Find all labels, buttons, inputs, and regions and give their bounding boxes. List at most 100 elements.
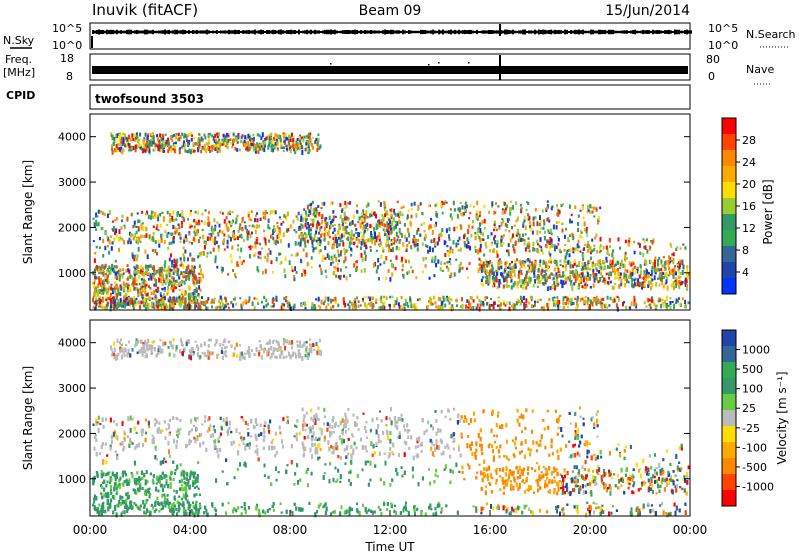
echo-cell (377, 200, 380, 203)
echo-cell (265, 303, 268, 308)
echo-cell (441, 305, 444, 310)
echo-cell (534, 207, 537, 212)
echo-cell (282, 149, 285, 152)
echo-cell (467, 229, 470, 235)
echo-cell (194, 302, 197, 305)
echo-cell (599, 263, 602, 266)
echo-cell (145, 212, 147, 216)
nsky-sample (114, 30, 116, 34)
echo-cell (163, 305, 166, 311)
echo-cell (498, 266, 501, 271)
echo-cell (172, 296, 175, 302)
echo-cell (142, 287, 145, 291)
echo-cell (211, 238, 214, 243)
echo-cell (148, 148, 151, 153)
echo-cell (673, 268, 676, 273)
echo-cell (285, 136, 288, 141)
echo-cell (474, 245, 477, 249)
echo-cell (198, 139, 201, 143)
echo-cell (311, 143, 313, 147)
nsky-sample (614, 30, 616, 34)
echo-cell (363, 213, 366, 216)
echo-cell (167, 144, 170, 147)
echo-cell (530, 295, 533, 300)
echo-cell (158, 270, 161, 275)
echo-cell (429, 296, 432, 299)
nsky-sample (360, 30, 362, 34)
echo-cell (193, 269, 195, 274)
nsky-sample (144, 29, 146, 35)
echo-cell (295, 271, 298, 274)
echo-cell (292, 219, 295, 224)
echo-cell (170, 148, 173, 153)
echo-cell (263, 141, 266, 145)
nsky-sample (206, 29, 208, 35)
echo-cell (597, 260, 600, 263)
echo-cell (363, 267, 366, 273)
echo-cell (226, 146, 229, 150)
echo-cell (681, 281, 684, 284)
echo-cell (152, 140, 154, 144)
nsky-sample (358, 30, 360, 34)
nsky-sample (346, 29, 348, 35)
echo-cell (525, 305, 528, 308)
echo-cell (433, 274, 436, 278)
echo-cell (332, 299, 334, 302)
nsky-sample (556, 30, 558, 34)
echo-cell (155, 226, 158, 231)
echo-cell (662, 284, 665, 289)
nsky-sample (202, 30, 204, 34)
nsky-sample (214, 30, 216, 34)
echo-cell (275, 257, 278, 262)
echo-cell (324, 217, 327, 222)
echo-cell (120, 146, 123, 152)
echo-cell (648, 298, 651, 302)
echo-cell (94, 291, 97, 296)
echo-cell (530, 299, 533, 302)
nsky-sample (416, 30, 418, 34)
echo-cell (566, 297, 569, 303)
echo-cell (193, 265, 196, 269)
echo-cell (99, 267, 102, 271)
echo-cell (553, 283, 556, 288)
echo-cell (413, 245, 416, 248)
echo-cell (137, 301, 140, 304)
echo-cell (508, 272, 511, 278)
echo-cell (172, 240, 175, 244)
echo-cell (137, 145, 140, 148)
echo-cell (127, 240, 130, 245)
echo-cell (193, 273, 196, 277)
echo-cell (529, 264, 532, 267)
echo-cell (551, 296, 554, 302)
echo-cell (337, 303, 340, 308)
echo-cell (169, 135, 172, 141)
echo-cell (633, 240, 636, 244)
echo-cell (577, 239, 580, 243)
echo-cell (550, 260, 553, 264)
echo-cell (488, 210, 491, 214)
echo-cell (390, 227, 392, 231)
echo-cell (259, 251, 262, 256)
echo-cell (247, 212, 250, 218)
echo-cell (564, 255, 567, 260)
echo-cell (432, 295, 435, 300)
echo-cell (585, 281, 587, 286)
echo-cell (119, 268, 122, 273)
echo-cell (674, 279, 677, 283)
echo-cell (595, 207, 598, 212)
echo-cell (226, 239, 229, 245)
echo-cell (503, 209, 506, 214)
echo-cell (498, 266, 500, 269)
echo-cell (558, 300, 561, 305)
nsky-sample (154, 30, 156, 34)
nsky-sample (682, 30, 684, 34)
echo-cell (190, 149, 192, 155)
echo-cell (414, 303, 417, 306)
echo-cell (142, 304, 145, 308)
echo-cell (345, 230, 348, 235)
echo-cell (396, 436, 399, 439)
echo-cell (265, 298, 268, 303)
echo-cell (488, 279, 491, 284)
echo-cell (147, 278, 150, 281)
echo-cell (374, 240, 376, 246)
